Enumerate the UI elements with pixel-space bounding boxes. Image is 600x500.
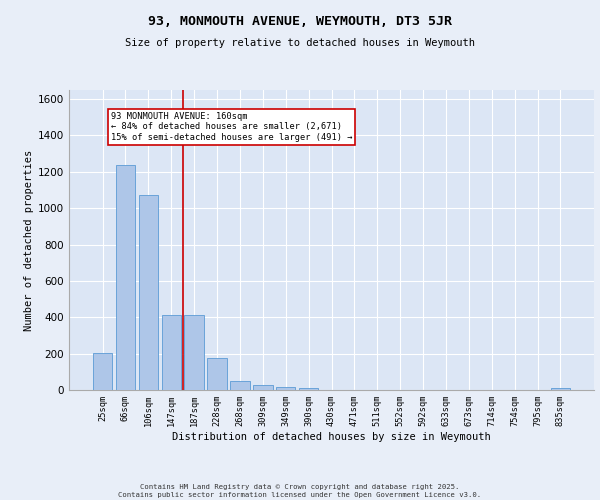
Bar bbox=[184, 314, 204, 390]
Bar bbox=[116, 166, 135, 390]
Bar bbox=[139, 194, 158, 390]
Text: Contains HM Land Registry data © Crown copyright and database right 2025.
Contai: Contains HM Land Registry data © Crown c… bbox=[118, 484, 482, 498]
Y-axis label: Number of detached properties: Number of detached properties bbox=[24, 150, 34, 330]
Text: Size of property relative to detached houses in Weymouth: Size of property relative to detached ho… bbox=[125, 38, 475, 48]
Bar bbox=[551, 388, 570, 390]
Text: 93, MONMOUTH AVENUE, WEYMOUTH, DT3 5JR: 93, MONMOUTH AVENUE, WEYMOUTH, DT3 5JR bbox=[148, 15, 452, 28]
Bar bbox=[208, 358, 227, 390]
X-axis label: Distribution of detached houses by size in Weymouth: Distribution of detached houses by size … bbox=[172, 432, 491, 442]
Bar bbox=[161, 314, 181, 390]
Bar bbox=[253, 384, 272, 390]
Bar bbox=[230, 381, 250, 390]
Text: 93 MONMOUTH AVENUE: 160sqm
← 84% of detached houses are smaller (2,671)
15% of s: 93 MONMOUTH AVENUE: 160sqm ← 84% of deta… bbox=[110, 112, 352, 142]
Bar bbox=[276, 386, 295, 390]
Bar bbox=[93, 352, 112, 390]
Bar bbox=[299, 388, 319, 390]
